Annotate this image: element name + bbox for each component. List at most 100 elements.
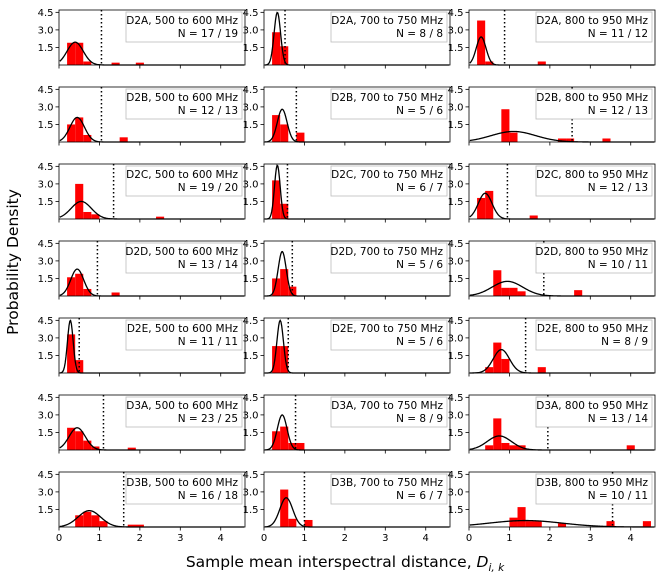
axes-frame [263, 394, 451, 451]
x-axis-label: Sample mean interspectral distance, Di, … [186, 553, 505, 574]
y-axis-label: Probability Density [4, 189, 22, 335]
panel-count: N = 6 / 7 [396, 490, 443, 502]
annotation-box [125, 396, 243, 428]
x-axis-label-symbol: D [477, 553, 489, 571]
histogram-bar [525, 521, 542, 527]
histogram-bar [280, 269, 289, 296]
y-tick-label: 3.0 [243, 333, 259, 344]
histogram-bar [280, 346, 289, 373]
panel-title: D3A, 700 to 750 MHz [331, 400, 443, 412]
histogram-bar [272, 180, 281, 219]
axes-frame [263, 163, 451, 220]
y-tick-label: 3.0 [38, 256, 54, 267]
panel-count: N = 13 / 14 [178, 259, 239, 271]
y-tick-label: 1.5 [38, 197, 54, 208]
panel-title: D3B, 800 to 950 MHz [536, 477, 648, 489]
histogram-bar [517, 507, 526, 527]
histogram-bar [517, 291, 526, 296]
y-tick-label: 1.5 [243, 274, 259, 285]
x-tick-label: 4 [423, 533, 429, 544]
histogram-bar [485, 367, 494, 373]
y-tick-label: 1.5 [38, 274, 54, 285]
y-tick-label: 1.5 [448, 428, 464, 439]
histogram-bar [280, 203, 289, 219]
panel-title: D2B, 700 to 750 MHz [331, 92, 443, 104]
axes-frame [263, 86, 451, 143]
y-tick-label: 4.5 [38, 239, 54, 250]
y-tick-label: 3.0 [448, 333, 464, 344]
y-tick-label: 3.0 [448, 410, 464, 421]
axes-frame [58, 394, 246, 451]
fit-curve [469, 192, 655, 220]
histogram-bar [557, 138, 567, 142]
y-tick-label: 4.5 [38, 162, 54, 173]
x-tick-label: 4 [218, 533, 224, 544]
x-tick-label: 2 [137, 533, 143, 544]
y-tick-label: 1.5 [448, 120, 464, 131]
axes-frame [58, 163, 246, 220]
histogram-bar [485, 445, 494, 450]
y-tick-label: 4.5 [38, 8, 54, 19]
x-tick-label: 3 [587, 533, 593, 544]
y-tick-label: 3.0 [448, 487, 464, 498]
histogram-bar [296, 132, 305, 142]
y-tick-label: 1.5 [38, 120, 54, 131]
x-axis-label-text: Sample mean interspectral distance, [186, 553, 477, 571]
y-tick-label: 3.0 [38, 333, 54, 344]
histogram-bar [280, 46, 289, 65]
annotation-box [535, 88, 653, 120]
y-tick-label: 4.5 [448, 316, 464, 327]
histogram-bar [602, 138, 611, 142]
y-tick-label: 3.0 [448, 102, 464, 113]
panel-count: N = 8 / 8 [396, 28, 443, 40]
panel-count: N = 10 / 11 [588, 259, 648, 271]
y-tick-label: 3.0 [243, 25, 259, 36]
axes-frame [468, 163, 656, 220]
axes-frame [263, 317, 451, 374]
x-tick-label: 0 [466, 533, 472, 544]
panel-count: N = 23 / 25 [178, 413, 238, 425]
histogram-bar [280, 426, 289, 450]
histogram-bar [83, 134, 92, 142]
histogram-bar [626, 445, 635, 450]
histogram-bar [83, 288, 92, 296]
panel-count: N = 5 / 6 [396, 105, 443, 117]
histogram-bar [67, 124, 76, 142]
y-tick-label: 1.5 [448, 43, 464, 54]
histogram-bar [606, 521, 615, 527]
annotation-box [125, 88, 243, 120]
y-tick-label: 3.0 [448, 25, 464, 36]
axes-frame [468, 86, 656, 143]
y-tick-label: 4.5 [448, 393, 464, 404]
histogram-bar [67, 427, 76, 450]
histogram-bar [67, 334, 76, 373]
histogram-bar [477, 197, 486, 219]
y-tick-label: 4.5 [38, 316, 54, 327]
axes-frame [58, 86, 246, 143]
histogram-bar [642, 521, 651, 527]
axes-frame [58, 9, 246, 66]
axes-frame [468, 471, 656, 528]
x-tick-label: 1 [301, 533, 307, 544]
panel-title: D2D, 500 to 600 MHz [125, 246, 238, 258]
axes-frame [263, 471, 451, 528]
panel-title: D3A, 500 to 600 MHz [126, 400, 238, 412]
y-tick-label: 4.5 [38, 470, 54, 481]
annotation-box [330, 319, 448, 351]
histogram-bar [509, 287, 518, 296]
histogram-bar [288, 286, 297, 296]
annotation-box [535, 11, 653, 43]
histogram-bar [288, 518, 297, 527]
histogram-bar [304, 519, 313, 527]
x-tick-label: 3 [382, 533, 388, 544]
